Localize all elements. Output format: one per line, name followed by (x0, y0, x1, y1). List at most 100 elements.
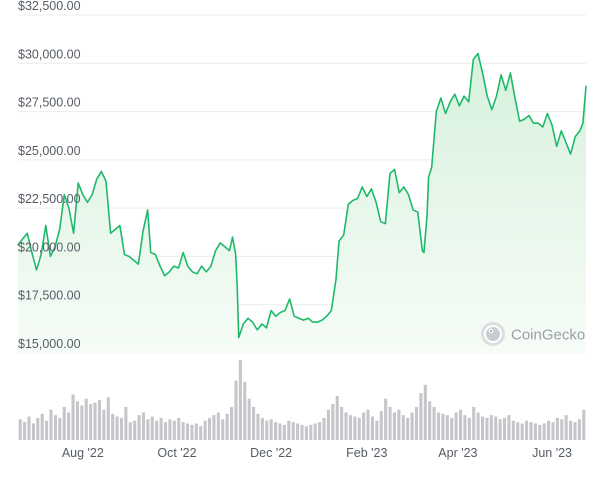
volume-bar (573, 422, 577, 440)
price-line (17, 52, 587, 339)
volume-bar (450, 417, 454, 440)
volume-bar (27, 416, 31, 440)
gecko-logo-icon (481, 322, 505, 346)
volume-bar (309, 424, 313, 440)
volume-bar (155, 420, 159, 440)
volume-bar (230, 406, 234, 440)
volume-bar (163, 422, 168, 440)
volume-bar (489, 415, 493, 440)
volume-bar (269, 419, 273, 440)
volume-bar (133, 420, 137, 440)
volume-bar (542, 423, 546, 440)
volume-bar (326, 409, 330, 440)
volume-bar (441, 413, 445, 440)
volume-bar (353, 416, 357, 440)
volume-bar (225, 413, 229, 440)
y-tick-label: $30,000.00 (18, 47, 81, 61)
x-tick-label: Apr '23 (438, 446, 477, 460)
volume-bar (582, 409, 586, 440)
volume-bar (432, 406, 436, 440)
volume-bar (67, 412, 71, 440)
volume-bar (551, 422, 555, 440)
volume-bar (243, 382, 247, 440)
volume-bar (31, 423, 35, 440)
volume-bar (265, 420, 269, 440)
x-tick-label: Dec '22 (250, 446, 292, 460)
volume-bar (507, 415, 511, 440)
volume-bar (569, 420, 573, 440)
volume-bar (511, 420, 515, 440)
volume-bar (366, 409, 370, 440)
volume-bar (419, 393, 423, 440)
volume-bar (58, 417, 62, 440)
volume-bar (454, 412, 458, 440)
volume-bar (397, 409, 401, 440)
volume-bar (260, 417, 264, 440)
volume-bar (375, 420, 379, 440)
volume-bar (36, 417, 40, 440)
volume-bar (304, 426, 308, 440)
volume-bar (344, 412, 348, 440)
volume-bar (485, 417, 489, 440)
volume-bar (23, 422, 27, 440)
volume-bar (533, 423, 537, 440)
volume-bar (498, 419, 502, 440)
volume-bar (392, 412, 396, 440)
volume-bar (516, 422, 520, 440)
volume-bar (287, 420, 291, 440)
volume-bar (401, 415, 405, 440)
volume-bar (177, 417, 181, 440)
volume-bar (274, 422, 278, 440)
volume-bar (318, 422, 322, 440)
volume-bar (115, 416, 119, 440)
volume-bar (414, 406, 419, 440)
volume-bar (62, 406, 66, 440)
volume-bar (335, 395, 339, 440)
volume-bar (221, 419, 225, 440)
volume-bars (18, 360, 586, 440)
y-tick-label: $20,000.00 (18, 240, 81, 254)
volume-bar (525, 420, 529, 440)
volume-bar (529, 422, 533, 440)
volume-bar (480, 416, 485, 440)
volume-bar (194, 423, 198, 440)
volume-bar (560, 419, 564, 440)
volume-bar (53, 415, 57, 440)
volume-bar (199, 426, 203, 440)
volume-bar (111, 413, 115, 440)
volume-bar (128, 422, 132, 440)
volume-bar (300, 424, 304, 440)
volume-bar (458, 409, 463, 440)
volume-bar (150, 416, 154, 440)
volume-bar (49, 409, 53, 440)
volume-bar (89, 404, 93, 440)
volume-bar (313, 423, 317, 440)
volume-bar (494, 416, 498, 440)
volume-bar (141, 412, 146, 440)
volume-bar (428, 401, 432, 440)
volume-bar (503, 417, 507, 440)
volume-bar (476, 412, 480, 440)
volume-bar (331, 404, 335, 440)
y-tick-label: $32,500.00 (18, 0, 81, 13)
volume-bar (84, 398, 88, 440)
volume-bar (406, 417, 410, 440)
volume-bar (362, 412, 366, 440)
volume-bar (423, 384, 427, 440)
volume-bar (190, 424, 194, 440)
volume-bar (119, 417, 124, 440)
volume-bar (463, 415, 467, 440)
volume-bar (340, 406, 344, 440)
volume-bar (93, 402, 97, 440)
volume-bar (238, 360, 242, 440)
volume-bar (322, 417, 326, 440)
volume-bar (357, 417, 361, 440)
x-tick-label: Aug '22 (62, 446, 104, 460)
volume-bar (45, 420, 49, 440)
volume-bar (247, 398, 251, 440)
volume-bar (106, 397, 110, 440)
volume-bar (80, 405, 84, 440)
volume-bar (348, 415, 352, 440)
volume-bar (212, 415, 216, 440)
volume-bar (291, 422, 295, 440)
